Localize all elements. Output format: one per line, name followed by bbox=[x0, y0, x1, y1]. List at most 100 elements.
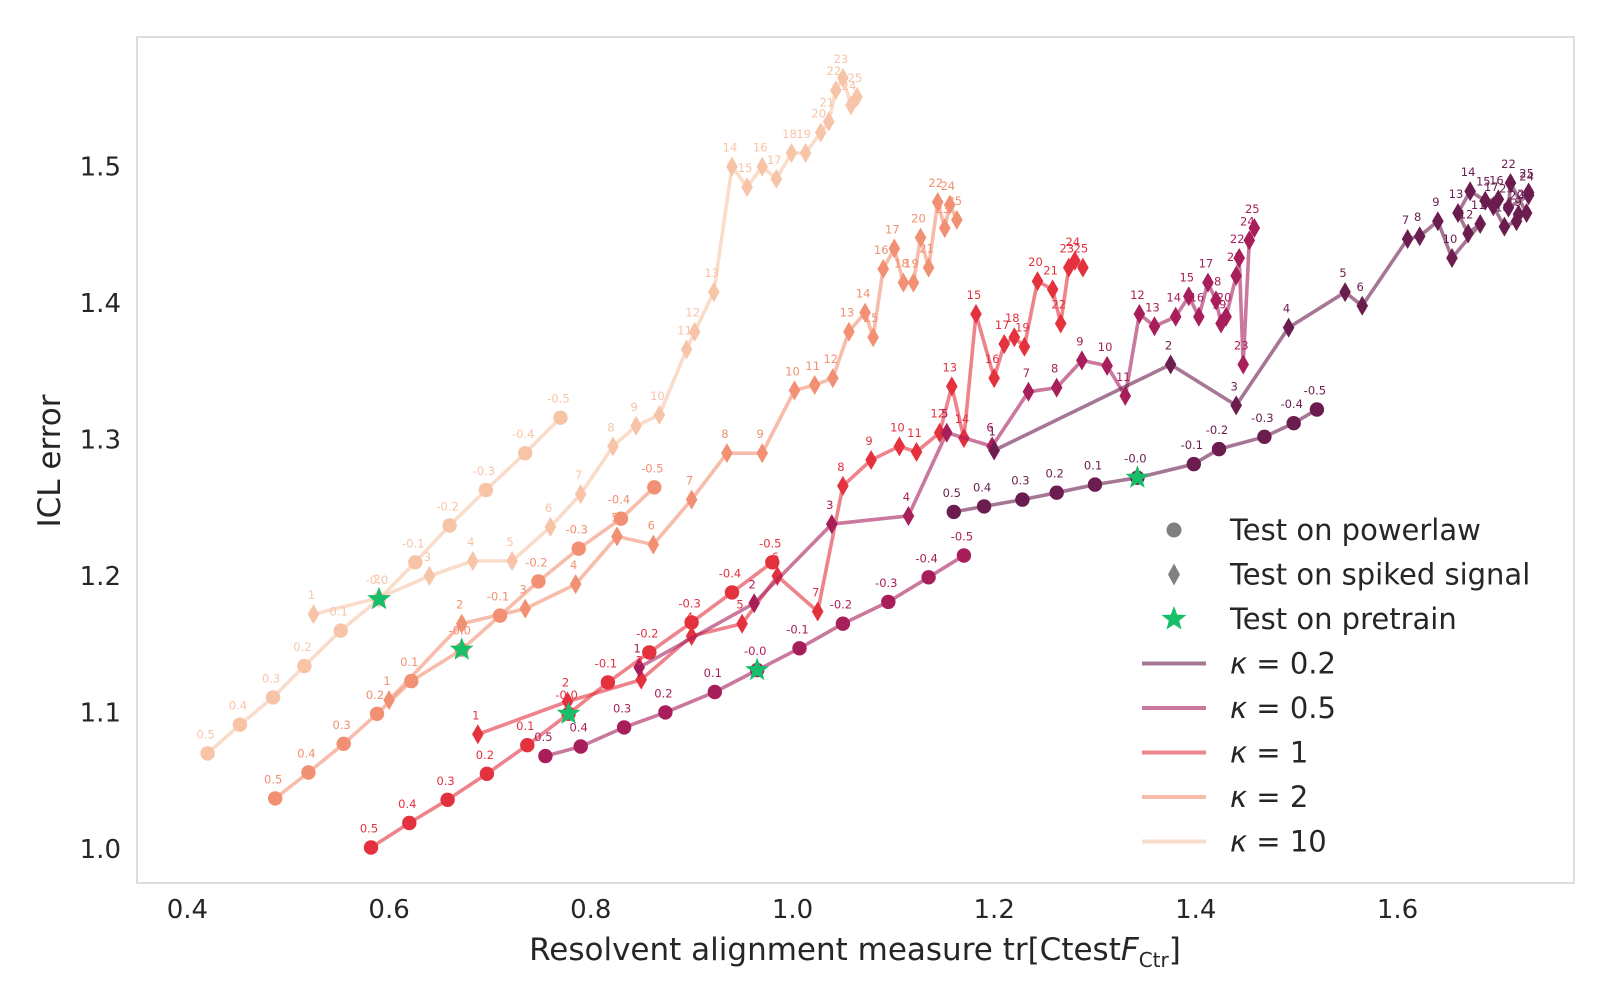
spiked-point bbox=[383, 690, 395, 711]
spiked-point-label: 5 bbox=[941, 407, 948, 421]
spiked-point bbox=[1356, 295, 1369, 316]
powerlaw-point bbox=[200, 746, 215, 761]
legend-kappa-value: = 0.2 bbox=[1247, 647, 1336, 681]
spiked-point-label: 25 bbox=[947, 194, 962, 208]
x-tick-label: 1.6 bbox=[1377, 895, 1418, 925]
powerlaw-point bbox=[492, 608, 508, 623]
spiked-point bbox=[1069, 250, 1081, 271]
powerlaw-point bbox=[1286, 416, 1301, 431]
spiked-point-label: 4 bbox=[570, 558, 577, 572]
spiked-point bbox=[970, 303, 982, 324]
spiked-point-label: 23 bbox=[834, 52, 849, 66]
spiked-point bbox=[988, 440, 1000, 461]
powerlaw-point-label: -0.5 bbox=[759, 536, 781, 550]
spiked-point-label: 25 bbox=[1245, 202, 1260, 216]
powerlaw-point-label: -0.3 bbox=[1251, 411, 1273, 425]
spiked-point bbox=[1464, 181, 1476, 202]
powerlaw-point-label: -0.4 bbox=[915, 551, 937, 565]
powerlaw-point-label: -0.2 bbox=[525, 555, 547, 569]
spiked-point-label: 1 bbox=[472, 708, 479, 722]
spiked-point-label: 4 bbox=[903, 490, 910, 504]
spiked-point bbox=[785, 142, 798, 163]
spiked-point bbox=[1022, 381, 1035, 402]
spiked-point-label: 23 bbox=[935, 202, 950, 216]
x-tick-label: 0.6 bbox=[368, 895, 409, 925]
spiked-point bbox=[1474, 213, 1487, 234]
powerlaw-point-label: 0.3 bbox=[1011, 474, 1029, 488]
spiked-point-label: 19 bbox=[1507, 195, 1522, 209]
spiked-point-label: 22 bbox=[1230, 232, 1245, 246]
legend-kappa-value: = 10 bbox=[1247, 825, 1327, 859]
legend-kappa-label: κ = 1 bbox=[1230, 736, 1308, 770]
spiked-point bbox=[1498, 216, 1511, 237]
spiked-point bbox=[867, 327, 879, 348]
spiked-point-label: 13 bbox=[1449, 187, 1464, 201]
spiked-point-label: 6 bbox=[986, 420, 993, 434]
powerlaw-point-label: 0.2 bbox=[293, 640, 311, 654]
spiked-point-label: 16 bbox=[874, 243, 889, 257]
spiked-point bbox=[1522, 182, 1535, 203]
spiked-point bbox=[893, 436, 906, 457]
spiked-point-label: 22 bbox=[1501, 157, 1516, 171]
spiked-point bbox=[788, 380, 801, 401]
x-axis-title-main: Resolvent alignment measure tr[Ctest bbox=[529, 932, 1121, 968]
powerlaw-point bbox=[1309, 402, 1325, 417]
spiked-point-label: 18 bbox=[1207, 274, 1222, 288]
powerlaw-point bbox=[297, 658, 312, 674]
spiked-point-label: 14 bbox=[856, 287, 871, 301]
spiked-point bbox=[1462, 223, 1474, 244]
powerlaw-point-label: -0.1 bbox=[487, 590, 509, 604]
powerlaw-point bbox=[538, 748, 553, 764]
spiked-point-label: 1 bbox=[634, 641, 641, 655]
legend-label: Test on spiked signal bbox=[1229, 558, 1530, 592]
spiked-point bbox=[708, 282, 720, 303]
powerlaw-point-label: -0.2 bbox=[830, 598, 852, 612]
spiked-point bbox=[519, 598, 532, 619]
powerlaw-point bbox=[573, 739, 588, 754]
powerlaw-point bbox=[363, 840, 379, 855]
spiked-point bbox=[685, 489, 698, 510]
powerlaw-point-label: 0.1 bbox=[1084, 459, 1102, 473]
spiked-point-label: 8 bbox=[837, 460, 844, 474]
spiked-point bbox=[808, 374, 821, 395]
spiked-point bbox=[865, 450, 877, 470]
powerlaw-point-label: -0.4 bbox=[512, 427, 534, 441]
powerlaw-point bbox=[408, 555, 423, 570]
spiked-point-label: 11 bbox=[907, 426, 922, 440]
x-tick-label: 1.0 bbox=[772, 895, 813, 925]
series-kappa-2 bbox=[268, 192, 963, 806]
legend-kappa-symbol: κ bbox=[1230, 736, 1247, 770]
spiked-point-label: 14 bbox=[1166, 291, 1181, 305]
powerlaw-point-label: 0.1 bbox=[400, 655, 418, 669]
powerlaw-point-label: -0.2 bbox=[636, 626, 658, 640]
legend-kappa-symbol: κ bbox=[1230, 825, 1247, 859]
powerlaw-point bbox=[301, 765, 316, 780]
spiked-point-label: 15 bbox=[1476, 175, 1491, 189]
powerlaw-point-label: 0.2 bbox=[366, 688, 384, 702]
spiked-point bbox=[897, 272, 910, 293]
spiked-point-label: 11 bbox=[1471, 198, 1486, 212]
spiked-point-label: 16 bbox=[753, 141, 768, 155]
spiked-point bbox=[826, 514, 838, 535]
spiked-point bbox=[1230, 395, 1242, 416]
spiked-point-label: 12 bbox=[823, 352, 838, 366]
spiked-point bbox=[822, 111, 835, 132]
spiked-point-label: 13 bbox=[942, 360, 957, 374]
spiked-point bbox=[938, 218, 951, 239]
spiked-point bbox=[467, 550, 479, 571]
spiked-point bbox=[1504, 173, 1517, 194]
spiked-point-label: 8 bbox=[1414, 210, 1421, 224]
spiked-point-label: 12 bbox=[930, 407, 945, 421]
spiked-point-label: 25 bbox=[1074, 242, 1089, 256]
powerlaw-point-label: 0.3 bbox=[333, 718, 351, 732]
spiked-point bbox=[544, 516, 557, 537]
spiked-point bbox=[653, 404, 666, 425]
y-axis-title: ICL error bbox=[32, 394, 68, 527]
powerlaw-point bbox=[835, 616, 851, 631]
spiked-point bbox=[726, 156, 738, 177]
x-tick-label: 0.8 bbox=[570, 895, 611, 925]
spiked-point bbox=[756, 443, 769, 464]
spiked-point-label: 11 bbox=[677, 324, 692, 338]
spiked-point-label: 17 bbox=[995, 318, 1010, 332]
spiked-point-label: 21 bbox=[1227, 250, 1242, 264]
